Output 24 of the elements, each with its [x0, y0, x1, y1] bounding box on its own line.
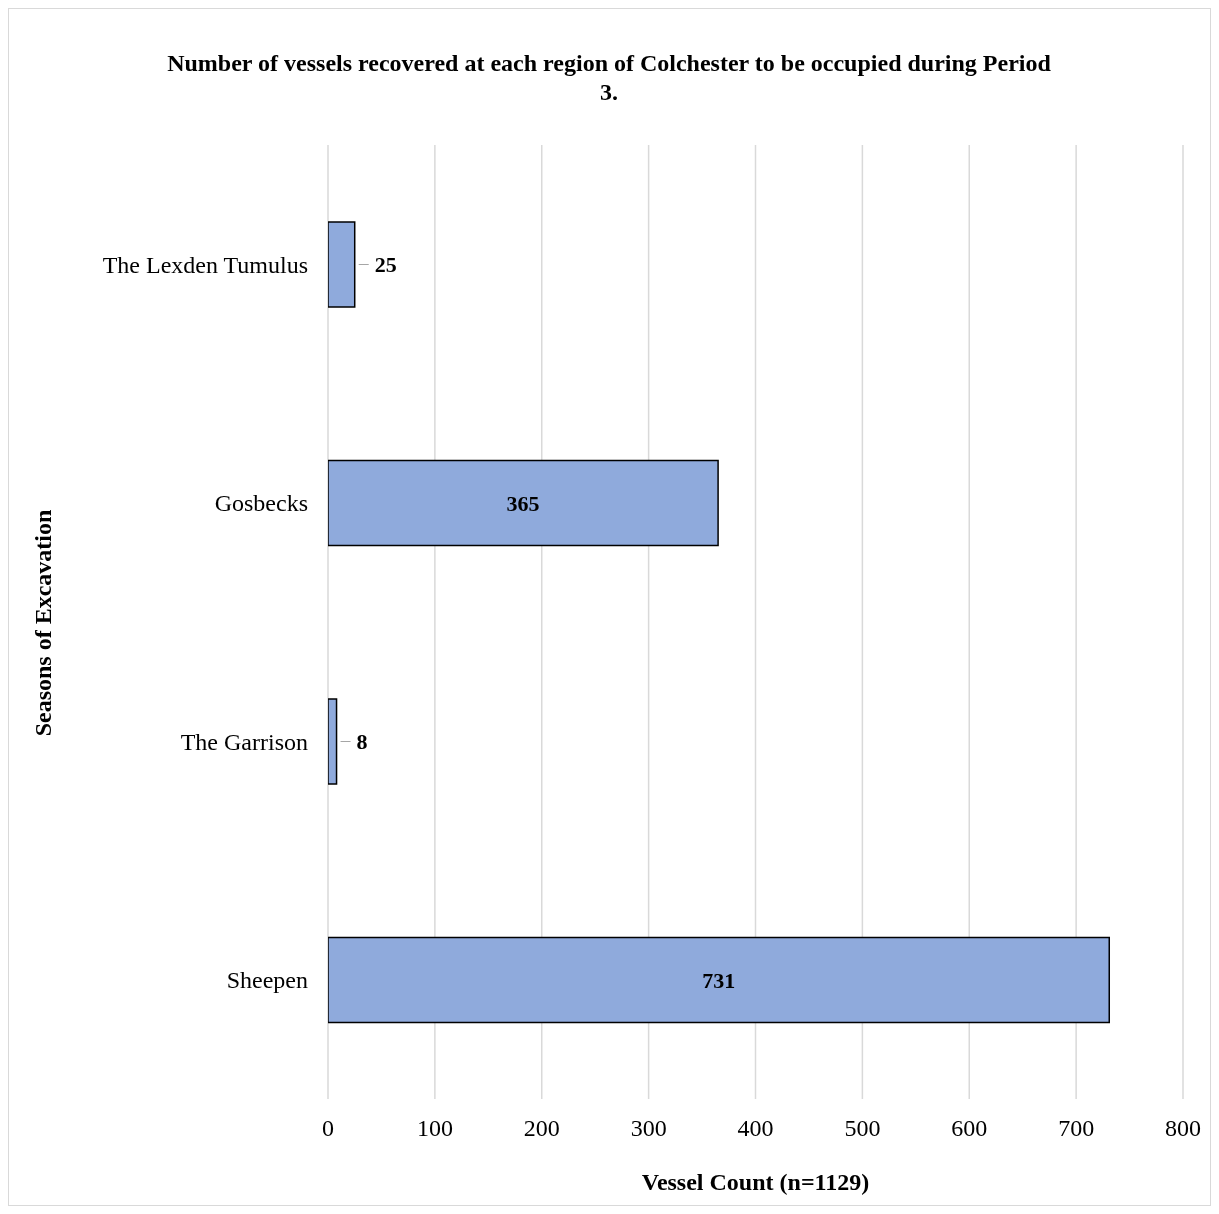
x-tick-label: 500 — [844, 1115, 881, 1142]
x-tick-label: 600 — [951, 1115, 988, 1142]
bar — [328, 221, 356, 308]
y-tick-label: Sheepen — [226, 967, 308, 994]
bar — [328, 698, 338, 785]
chart-title: Number of vessels recovered at each region of Colchester to be occupied during Period 3. — [166, 49, 1052, 107]
data-label: 25 — [374, 252, 397, 277]
bar — [328, 936, 1111, 1024]
data-label: 365 — [506, 490, 540, 516]
y-tick-label: The Garrison — [180, 728, 308, 755]
data-label: 8 — [356, 729, 368, 754]
x-tick-label: 100 — [416, 1115, 453, 1142]
x-tick-label: 800 — [1165, 1115, 1201, 1142]
bar — [328, 459, 719, 547]
x-axis-title: Vessel Count (n=1129) — [640, 1169, 871, 1196]
x-tick-label: 0 — [322, 1115, 334, 1142]
y-tick-label: The Lexden Tumulus — [102, 251, 308, 278]
y-axis-title: Seasons of Excavation — [29, 509, 57, 737]
data-label: 731 — [702, 967, 736, 993]
x-tick-label: 300 — [630, 1115, 667, 1142]
y-tick-label: Gosbecks — [214, 490, 308, 517]
x-tick-label: 700 — [1058, 1115, 1095, 1142]
x-tick-label: 400 — [737, 1115, 774, 1142]
x-tick-label: 200 — [523, 1115, 560, 1142]
